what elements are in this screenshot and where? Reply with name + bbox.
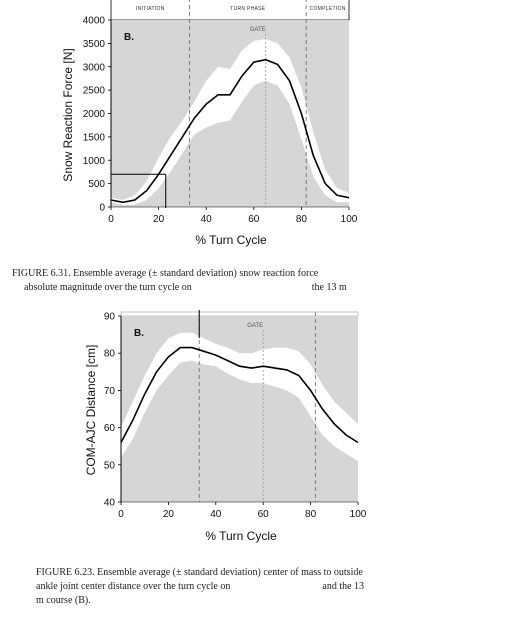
y-tick-label: 40: [104, 498, 116, 509]
redacted-text: [230, 580, 323, 594]
y-tick-label: 50: [104, 460, 116, 471]
caption-text: ankle joint center distance over the tur…: [36, 581, 231, 592]
y-tick-label: 1500: [83, 132, 106, 143]
phase-label: TURN PHASE: [230, 6, 266, 12]
y-tick-label: 0: [99, 203, 105, 214]
x-tick-label: 0: [108, 214, 114, 225]
y-axis-label: COM-AJC Distance [cm]: [84, 345, 98, 476]
std-dev-band: [121, 332, 358, 462]
x-tick-label: 100: [350, 509, 367, 520]
panel-label: B.: [124, 32, 134, 43]
y-tick-label: 500: [88, 179, 105, 190]
x-tick-label: 20: [153, 214, 165, 225]
y-tick-label: 1000: [83, 156, 106, 167]
redacted-text: [191, 281, 312, 295]
x-tick-label: 80: [305, 509, 317, 520]
figure-caption: FIGURE 6.23. Ensemble average (± standar…: [36, 566, 456, 608]
caption-line: FIGURE 6.31. Ensemble average (± standar…: [12, 268, 319, 279]
gate-label: GATE: [250, 27, 266, 33]
x-tick-label: 20: [163, 509, 175, 520]
mean-line: [120, 346, 359, 444]
caption-line: FIGURE 6.23. Ensemble average (± standar…: [36, 567, 363, 578]
x-tick-label: 60: [258, 509, 270, 520]
phase-label: INITIATION: [136, 6, 165, 12]
phase-header: [120, 311, 359, 317]
x-tick-label: 40: [210, 509, 222, 520]
x-tick-label: 80: [296, 214, 308, 225]
caption-line: m course (B).: [36, 595, 91, 606]
y-tick-label: 60: [104, 423, 116, 434]
y-tick-label: 80: [104, 349, 116, 360]
panel-label: B.: [134, 328, 144, 339]
x-axis-label: % Turn Cycle: [195, 233, 267, 247]
y-tick-label: 70: [104, 386, 116, 397]
y-tick-label: 2000: [83, 109, 106, 120]
x-axis-label: % Turn Cycle: [205, 529, 277, 543]
y-tick-label: 4000: [83, 16, 106, 27]
x-tick-label: 60: [248, 214, 260, 225]
gate-label: GATE: [247, 323, 263, 329]
x-tick-label: 0: [118, 509, 124, 520]
caption-text: and the 13: [322, 581, 365, 592]
plot-area: GATE 0 20 40 60 80 100 40 50 60 70 80 90 B.: [104, 310, 367, 520]
y-tick-label: 2500: [83, 86, 106, 97]
caption-text: absolute magnitude over the turn cycle o…: [24, 282, 192, 293]
y-tick-label: 3500: [83, 39, 106, 50]
x-tick-label: 40: [201, 214, 213, 225]
mean-line: [110, 58, 350, 204]
x-tick-label: 100: [341, 214, 358, 225]
y-tick-label: 3000: [83, 62, 106, 73]
y-tick-label: 90: [104, 312, 116, 323]
y-axis-label: Snow Reaction Force [N]: [61, 48, 75, 181]
com-ajc-distance-chart: GATE 0 20 40 60 80 100 40 50 60 70 80 90 B. % Turn Cy…: [84, 310, 367, 543]
caption-text: the 13 m: [311, 282, 347, 293]
phase-label: COMPLETION: [310, 6, 346, 12]
figure-caption: FIGURE 6.31. Ensemble average (± standar…: [12, 267, 482, 295]
